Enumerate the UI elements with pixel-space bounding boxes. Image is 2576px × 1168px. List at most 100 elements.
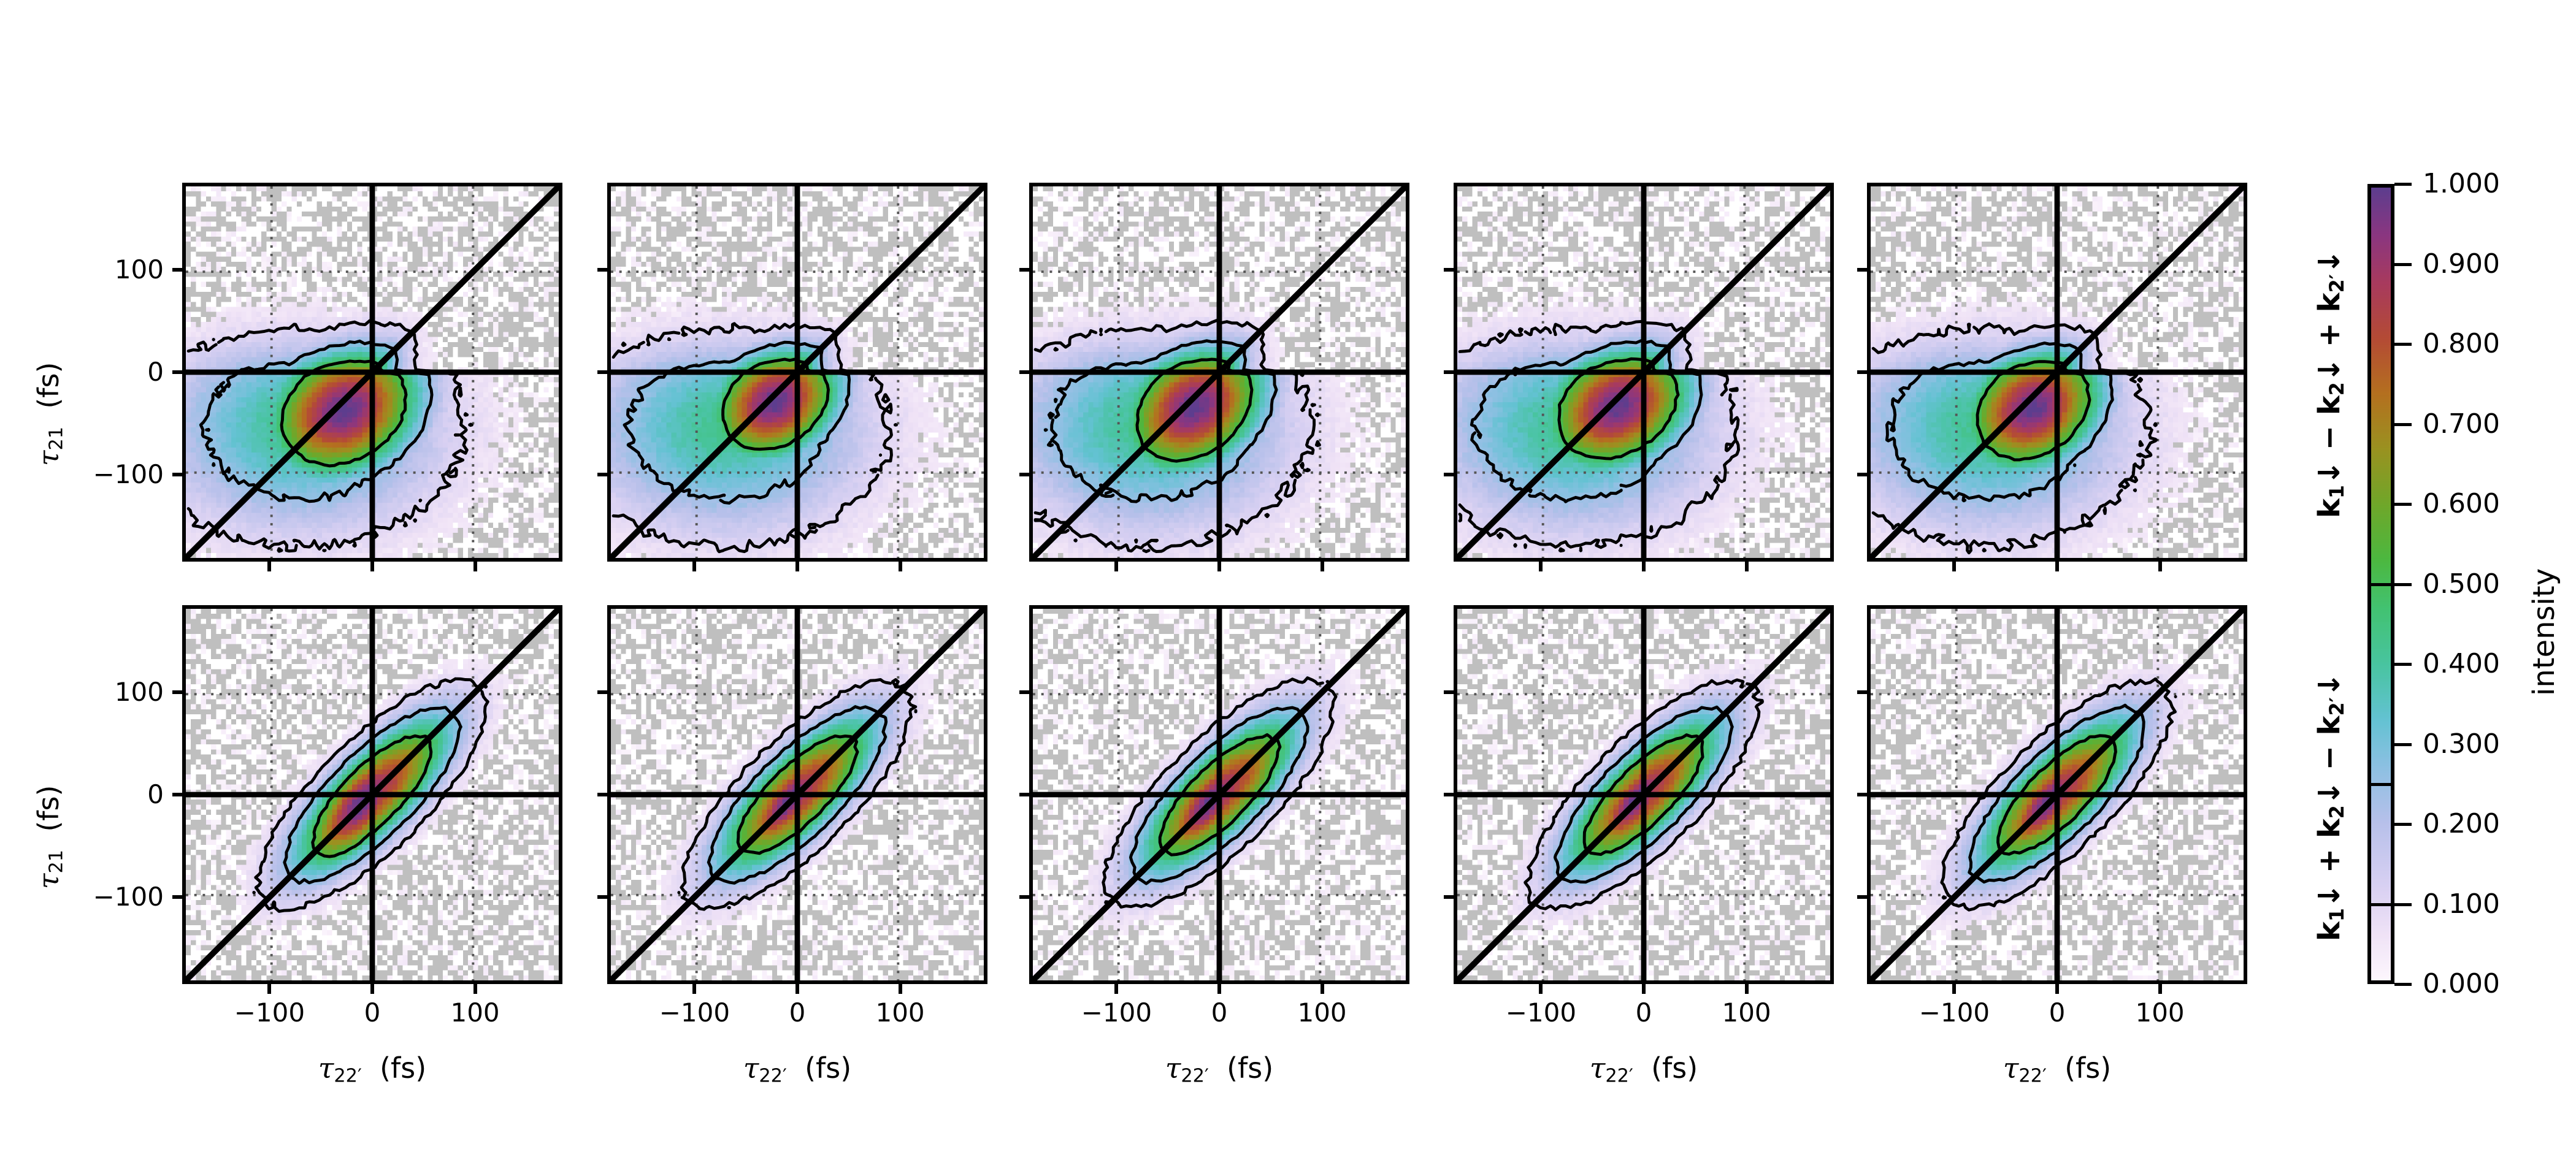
diagonal-line	[1871, 609, 2244, 980]
x-tick-mark	[1539, 984, 1543, 994]
colorbar-tick-label: 0.100	[2423, 888, 2500, 920]
x-tick-label: 100	[875, 998, 925, 1028]
panel-overlay	[1871, 186, 2244, 558]
y-tick-mark	[597, 793, 607, 796]
colorbar-tick-label: 0.900	[2423, 248, 2500, 280]
colorbar-tick-label: 0.700	[2423, 408, 2500, 440]
heatmap-panel-r2-c4	[1454, 605, 1834, 984]
x-tick-mark	[473, 984, 477, 994]
colorbar-tick-mark	[2394, 183, 2412, 186]
y-tick-mark	[1019, 690, 1029, 694]
row-label-row1: k1↓ − k2↓ + k2′↓	[2312, 249, 2348, 518]
panel-overlay	[1871, 609, 2244, 980]
contour-level-0.25	[623, 340, 851, 505]
heatmap-panel-r2-c3	[1029, 605, 1409, 984]
x-axis-label-col5: τ22′ (fs)	[2003, 1052, 2112, 1087]
x-tick-mark	[2158, 984, 2162, 994]
diagonal-line	[186, 609, 559, 980]
contour-level-0.5	[721, 357, 830, 451]
x-tick-mark	[2158, 562, 2162, 571]
panel-overlay	[611, 609, 984, 980]
panel-overlay	[186, 609, 559, 980]
x-tick-mark	[2055, 562, 2059, 571]
heatmap-panel-r2-c1	[182, 605, 562, 984]
x-tick-mark	[1217, 562, 1221, 571]
y-tick-mark	[1444, 895, 1454, 899]
x-tick-mark	[795, 562, 799, 571]
x-tick-label: −100	[1919, 998, 1990, 1028]
colorbar-tick-mark	[2394, 343, 2412, 346]
heatmap-panel-r1-c4	[1454, 183, 1834, 562]
x-tick-label: 100	[1297, 998, 1347, 1028]
contour-level-0.25	[707, 705, 888, 885]
colorbar-contour-level-0.5	[2367, 582, 2394, 586]
x-tick-label: 100	[1722, 998, 1771, 1028]
colorbar-tick-label: 0.500	[2423, 568, 2500, 600]
row-label-row2: k1↓ + k2↓ − k2′↓	[2312, 672, 2348, 941]
x-tick-label: −100	[1505, 998, 1577, 1028]
x-tick-mark	[2055, 984, 2059, 994]
x-tick-mark	[1320, 984, 1324, 994]
y-tick-mark	[1857, 690, 1867, 694]
panel-overlay	[186, 186, 559, 558]
y-tick-mark	[597, 690, 607, 694]
contour-level-0.25	[199, 339, 434, 503]
x-tick-mark	[1320, 562, 1324, 571]
y-tick-mark	[1444, 370, 1454, 374]
colorbar-tick-label: 0.800	[2423, 328, 2500, 359]
y-tick-mark	[172, 370, 182, 374]
colorbar-tick-mark	[2394, 823, 2412, 826]
x-tick-label: 0	[1211, 998, 1228, 1028]
x-tick-mark	[898, 984, 902, 994]
diagonal-line	[1033, 186, 1406, 558]
y-tick-mark	[1019, 267, 1029, 272]
colorbar-tick-mark	[2394, 663, 2412, 666]
y-tick-mark	[172, 690, 182, 694]
x-tick-mark	[1114, 562, 1119, 571]
x-axis-label-col3: τ22′ (fs)	[1165, 1052, 1274, 1087]
y-tick-label: 100	[114, 254, 164, 284]
y-tick-mark	[1019, 370, 1029, 374]
contour-level-0.25	[1470, 339, 1703, 503]
heatmap-panel-r2-c2	[607, 605, 987, 984]
contour-level-0.1	[1940, 677, 2177, 912]
y-tick-mark	[1019, 793, 1029, 796]
x-tick-mark	[1217, 984, 1221, 994]
x-tick-mark	[267, 562, 272, 571]
contour-level-0.5	[1582, 733, 1704, 857]
x-axis-label-col2: τ22′ (fs)	[743, 1052, 852, 1087]
heatmap-panel-r1-c3	[1029, 183, 1409, 562]
y-tick-mark	[172, 473, 182, 477]
x-tick-mark	[473, 562, 477, 571]
colorbar-tick-label: 0.200	[2423, 808, 2500, 839]
y-tick-label: 0	[147, 357, 164, 387]
contour-level-0.1	[1871, 322, 2158, 555]
colorbar-tick-mark	[2394, 582, 2412, 586]
y-tick-mark	[172, 895, 182, 899]
x-tick-label: −100	[659, 998, 730, 1028]
x-tick-mark	[1114, 984, 1119, 994]
contour-level-0.25	[1129, 706, 1309, 885]
x-tick-mark	[1642, 562, 1646, 571]
x-tick-mark	[1539, 562, 1543, 571]
colorbar-tick-label: 0.300	[2423, 728, 2500, 760]
contour-level-0.1	[1033, 319, 1321, 554]
colorbar-tick-label: 0.000	[2423, 968, 2500, 999]
colorbar-tick-mark	[2394, 903, 2412, 906]
y-tick-label: 100	[114, 676, 164, 707]
y-tick-mark	[1444, 473, 1454, 477]
panel-overlay	[1033, 609, 1406, 980]
panel-overlay	[1457, 186, 1830, 558]
x-tick-mark	[692, 562, 697, 571]
x-axis-label-col1: τ22′ (fs)	[318, 1052, 427, 1087]
x-tick-label: −100	[1081, 998, 1152, 1028]
x-tick-mark	[795, 984, 799, 994]
y-tick-mark	[1019, 473, 1029, 477]
colorbar-tick-mark	[2394, 503, 2412, 506]
x-tick-label: 0	[789, 998, 806, 1028]
diagonal-line	[1871, 186, 2244, 558]
colorbar-tick-label: 0.400	[2423, 648, 2500, 679]
contour-level-0.5	[1996, 734, 2117, 856]
panel-overlay	[1033, 186, 1406, 558]
